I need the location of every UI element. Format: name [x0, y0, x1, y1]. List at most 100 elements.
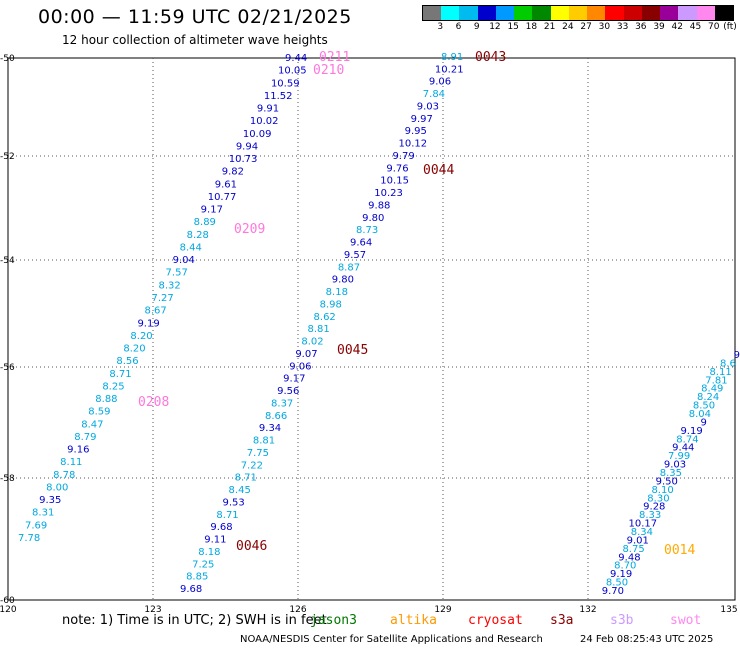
- swh-value: 9.17: [283, 374, 305, 385]
- swh-value: 8.30: [647, 493, 669, 504]
- colorbar-swatch: [441, 6, 460, 20]
- x-tick-label: 120: [0, 605, 17, 615]
- swh-value: 7.69: [25, 520, 47, 531]
- swh-value: 7.22: [241, 460, 263, 471]
- swh-value: 8.70: [614, 561, 636, 572]
- swh-value: 7.57: [166, 268, 188, 279]
- swh-value: 9.03: [664, 460, 686, 471]
- swh-value: 8.35: [660, 468, 682, 479]
- swh-value: 8.89: [194, 217, 216, 228]
- swh-value: 7.25: [192, 559, 214, 570]
- swh-value: 8.79: [74, 432, 96, 443]
- swh-value: 9.68: [180, 584, 202, 595]
- colorbar-swatch: [587, 6, 606, 20]
- swh-value: 9.28: [643, 502, 665, 513]
- swh-value: 8.49: [701, 384, 723, 395]
- swh-value: 9.56: [277, 386, 299, 397]
- swh-value: 8.02: [301, 337, 323, 348]
- swh-value: 11.52: [264, 91, 293, 102]
- swh-value: 8.44: [180, 242, 202, 253]
- swh-value: 8.31: [32, 508, 54, 519]
- colorbar-swatch: [568, 6, 588, 20]
- x-tick-label: 123: [144, 605, 161, 615]
- swh-value: 9.11: [204, 535, 226, 546]
- swh-value: 9.79: [392, 151, 414, 162]
- satellite-legend-item: cryosat: [468, 613, 523, 628]
- swh-value: 9.97: [411, 114, 433, 125]
- swh-value: 7.81: [705, 375, 727, 386]
- swh-value: 8.33: [639, 510, 661, 521]
- swh-value: 8.25: [102, 381, 124, 392]
- swh-value: 9.16: [67, 445, 89, 456]
- colorbar-label: 6: [455, 22, 462, 32]
- swh-value: 9.06: [289, 361, 311, 372]
- swh-value: 9.01: [627, 535, 649, 546]
- wave-height-colorbar: [422, 5, 734, 21]
- swh-value: 7.84: [423, 89, 445, 100]
- swh-value: 8.67: [144, 306, 166, 317]
- colorbar-label: 39: [653, 22, 665, 32]
- colorbar-label: 24: [562, 22, 574, 32]
- swh-value: 8.66: [265, 411, 287, 422]
- swh-value: 8.62: [314, 312, 336, 323]
- swh-value: 8.98: [320, 299, 342, 310]
- swh-value: 8.71: [216, 510, 238, 521]
- swh-value: 9.44: [672, 443, 694, 454]
- swh-value: 10.05: [278, 66, 307, 77]
- y-tick-label: -56: [0, 363, 15, 373]
- colorbar-swatch: [714, 6, 733, 20]
- swh-value: 7.78: [18, 533, 40, 544]
- swh-value: 10.59: [271, 78, 300, 89]
- swh-value: 8.20: [123, 344, 145, 355]
- swh-value: 9.35: [39, 495, 61, 506]
- pass-label: 0046: [236, 539, 267, 554]
- colorbar-swatch: [696, 6, 715, 20]
- swh-value: 9.64: [350, 238, 372, 249]
- colorbar-label: 70: [708, 22, 720, 32]
- colorbar-label: 9: [473, 22, 480, 32]
- swh-value: 8.56: [116, 356, 138, 367]
- y-tick-label: -50: [0, 54, 15, 64]
- swh-value: 9.04: [173, 255, 195, 266]
- swh-value: 10.23: [374, 188, 403, 199]
- swh-value: 9.80: [362, 213, 384, 224]
- colorbar-label: 18: [525, 22, 538, 32]
- pass-label: 0043: [475, 50, 506, 65]
- swh-value: 8.00: [46, 482, 68, 493]
- swh-value: 9.34: [259, 423, 281, 434]
- pass-label: 0208: [138, 395, 169, 410]
- generated-timestamp: 24 Feb 08:25:43 UTC 2025: [580, 634, 714, 645]
- colorbar-label: 21: [543, 22, 556, 32]
- swh-value: 10.77: [208, 192, 237, 203]
- colorbar-swatch: [495, 6, 515, 20]
- swh-value: 8.37: [271, 398, 293, 409]
- swh-value: 10.02: [250, 116, 279, 127]
- swh-value: 9.44: [285, 53, 307, 64]
- swh-value: 8.71: [235, 473, 257, 484]
- colorbar-swatch: [514, 6, 533, 20]
- swh-value: 10.12: [399, 139, 428, 150]
- pass-label: 0209: [234, 222, 265, 237]
- x-tick-label: 126: [289, 605, 306, 615]
- swh-value: 9.53: [222, 497, 244, 508]
- satellite-legend-item: swot: [670, 613, 702, 628]
- colorbar-swatch: [660, 6, 679, 20]
- swh-value: 9: [734, 350, 740, 361]
- swh-value: 9.19: [610, 569, 632, 580]
- colorbar-swatch: [550, 6, 569, 20]
- swh-value: 10.17: [629, 519, 658, 530]
- swh-value: 9.50: [656, 476, 678, 487]
- swh-value: 8.04: [689, 409, 711, 420]
- swh-value: 9.80: [332, 275, 354, 286]
- swh-value: 8.18: [326, 287, 348, 298]
- swh-value: 8.28: [187, 230, 209, 241]
- satellite-legend-item: s3b: [610, 613, 634, 628]
- colorbar-swatch: [605, 6, 624, 20]
- swh-value: 9.06: [429, 77, 451, 88]
- swh-value: 9.76: [386, 163, 408, 174]
- colorbar-label: 30: [598, 22, 611, 32]
- swh-value: 8.91: [441, 52, 463, 63]
- swh-value: 9.88: [368, 200, 390, 211]
